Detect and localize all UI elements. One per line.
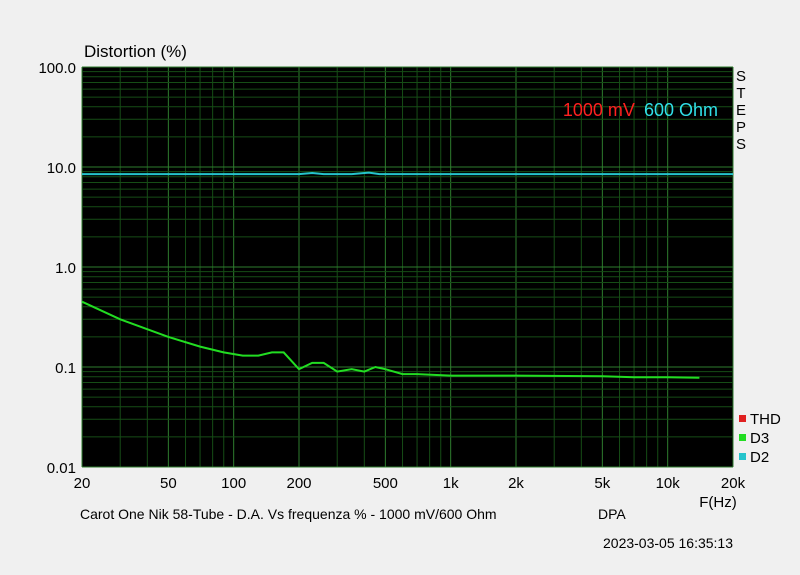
x-tick-label: 2k: [508, 475, 524, 492]
x-tick-label: 5k: [594, 475, 610, 492]
y-axis-title: Distortion (%): [84, 42, 187, 61]
steps-letter: E: [736, 102, 746, 119]
steps-letter: S: [736, 68, 746, 85]
x-axis-title: F(Hz): [699, 494, 737, 511]
legend-label-d3: D3: [750, 430, 769, 447]
x-tick-label: 20k: [721, 475, 746, 492]
x-tick-label: 200: [286, 475, 311, 492]
y-tick-label: 10.0: [47, 160, 76, 177]
chart-description: Carot One Nik 58-Tube - D.A. Vs frequenz…: [80, 506, 497, 522]
legend-swatch-d2: [739, 453, 746, 460]
y-tick-labels: 100.0 10.0 1.0 0.1 0.01: [38, 60, 76, 477]
steps-letter: S: [736, 136, 746, 153]
chart-timestamp: 2023-03-05 16:35:13: [603, 535, 733, 551]
y-tick-label: 1.0: [55, 260, 76, 277]
legend-label-d2: D2: [750, 449, 769, 466]
x-tick-label: 100: [221, 475, 246, 492]
series-line-d3: [81, 300, 700, 379]
series-line-d2: [82, 171, 733, 176]
chart-tag: DPA: [598, 506, 626, 522]
y-tick-label: 100.0: [38, 60, 76, 77]
annotation-level: 1000 mV: [563, 100, 635, 120]
legend: THD D3 D2: [739, 411, 781, 466]
steps-letter: P: [736, 119, 746, 136]
y-tick-label: 0.01: [47, 460, 76, 477]
x-tick-label: 50: [160, 475, 177, 492]
steps-vertical-label: S T E P S: [736, 68, 746, 153]
x-tick-label: 500: [373, 475, 398, 492]
x-tick-label: 1k: [443, 475, 459, 492]
series-layer: [81, 171, 733, 379]
x-tick-label: 10k: [656, 475, 681, 492]
annotation-impedance: 600 Ohm: [644, 100, 718, 120]
legend-swatch-thd: [739, 415, 746, 422]
steps-letter: T: [736, 85, 745, 102]
x-tick-labels: 20 50 100 200 500 1k 2k 5k 10k 20k: [74, 475, 746, 492]
legend-swatch-d3: [739, 434, 746, 441]
y-tick-label: 0.1: [55, 360, 76, 377]
overlay-annotation: 1000 mV 600 Ohm: [563, 100, 718, 120]
x-tick-label: 20: [74, 475, 91, 492]
legend-label-thd: THD: [750, 411, 781, 428]
